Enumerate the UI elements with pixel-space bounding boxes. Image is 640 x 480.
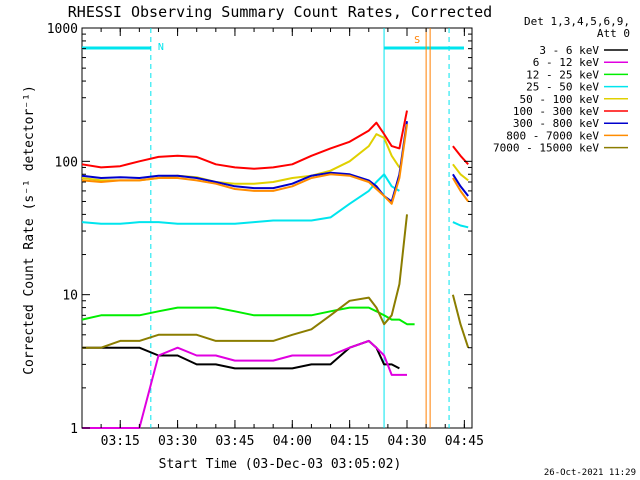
- legend-header: Det 1,3,4,5,6,9,: [524, 15, 630, 28]
- legend-label: 300 - 800 keV: [513, 117, 599, 130]
- plot-frame: [81, 27, 473, 429]
- timestamp: 26-Oct-2021 11:29: [544, 468, 636, 478]
- legend-label: 800 - 7000 keV: [506, 129, 599, 142]
- legend-label: 3 - 6 keV: [539, 44, 599, 57]
- series-line-5: [81, 110, 469, 170]
- x-tick-label: 04:15: [330, 434, 369, 449]
- x-tick-label: 03:15: [101, 434, 140, 449]
- y-axis-label: Corrected Count Rate (s⁻¹ detector⁻¹): [22, 85, 37, 375]
- y-tick-label: 1000: [47, 22, 78, 37]
- chart-title: RHESSI Observing Summary Count Rates, Co…: [68, 3, 492, 21]
- legend-label: 100 - 300 keV: [513, 105, 599, 118]
- x-axis-label: Start Time (03-Dec-03 03:05:02): [159, 457, 402, 472]
- y-tick-label: 10: [62, 289, 78, 304]
- legend-label: 7000 - 15000 keV: [493, 142, 599, 155]
- legend-header: Att 0: [597, 27, 630, 40]
- y-tick-label: 100: [55, 155, 78, 170]
- legend-label: 12 - 25 keV: [526, 68, 599, 81]
- series-line-1: [82, 339, 407, 429]
- series-line-4: [81, 133, 469, 185]
- plot-border: [81, 27, 473, 429]
- x-tick-label: 04:00: [273, 434, 312, 449]
- x-tick-label: 04:30: [387, 434, 426, 449]
- axes: 1 10 100 1000 03:15 03:30 03:45 04:00 04:15 04:30…: [47, 22, 484, 449]
- series-line-0: [82, 339, 400, 370]
- legend-label: 25 - 50 keV: [526, 81, 599, 94]
- legend-label: 50 - 100 keV: [520, 93, 600, 106]
- series-line-7: [81, 124, 470, 205]
- saa-label: S: [414, 35, 420, 46]
- series-line-2: [81, 306, 415, 326]
- x-tick-label: 03:45: [215, 434, 254, 449]
- y-tick-label: 1: [70, 422, 78, 437]
- annotations: NS: [82, 28, 464, 428]
- series-line-3: [81, 173, 469, 229]
- series-layer: [81, 110, 470, 429]
- legend-label: 6 - 12 keV: [533, 56, 600, 69]
- night-label: N: [158, 42, 164, 53]
- x-tick-label: 04:45: [445, 434, 484, 449]
- x-tick-label: 03:30: [158, 434, 197, 449]
- series-line-8: [82, 214, 470, 349]
